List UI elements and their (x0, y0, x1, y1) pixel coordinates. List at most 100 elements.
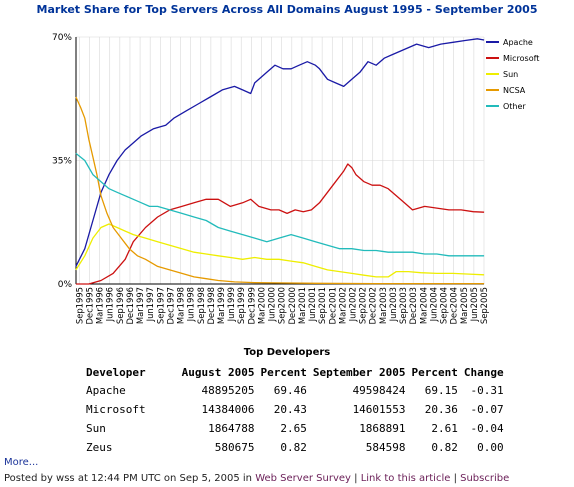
x-tick-label: Sep2003 (398, 287, 408, 324)
x-tick-label: Sep2002 (358, 287, 368, 324)
x-tick-label: Sep1996 (115, 287, 125, 324)
x-tick-label: Dec2002 (368, 287, 378, 325)
x-tick-label: Sep1998 (196, 287, 206, 324)
col-august-percent: Percent (260, 366, 307, 379)
x-tick-label: Jun1997 (145, 287, 155, 322)
x-tick-label: Dec2004 (449, 287, 459, 325)
table-row: Apache 48895205 69.46 49598424 69.15 -0.… (86, 383, 510, 402)
more-link[interactable]: More... (4, 457, 39, 468)
y-tick-label: 70% (52, 33, 72, 43)
cell-change: -0.31 (470, 384, 504, 397)
cell-developer: Microsoft (86, 403, 146, 416)
x-tick-label: Mar2003 (378, 287, 388, 324)
chart-axes: Sep1995 Dec1995 Mar1996 Jun1996 Sep1996 Dec19… (52, 33, 489, 325)
cell-developer: Apache (86, 384, 126, 397)
cell-august-percent: 0.82 (280, 441, 307, 454)
article-link[interactable]: Link to this article (360, 473, 451, 484)
cell-change: -0.04 (470, 422, 504, 435)
x-tick-label: Mar2005 (459, 287, 469, 324)
y-tick-label: 35% (52, 157, 72, 167)
x-tick-label: Dec2003 (408, 287, 418, 325)
x-tick-label: Jun1998 (186, 287, 196, 322)
x-tick-label: Mar1998 (176, 287, 186, 324)
cell-august-percent: 2.65 (280, 422, 307, 435)
x-tick-label: Dec1997 (165, 287, 175, 325)
y-tick-label: 0% (58, 280, 73, 290)
cell-september-count: 584598 (365, 441, 406, 454)
x-tick-label: Mar1997 (135, 287, 145, 324)
x-tick-label: Sep2005 (479, 287, 489, 324)
x-tick-label: Sep2001 (317, 287, 327, 324)
cell-change: -0.07 (470, 403, 504, 416)
footer-separator: | (453, 473, 457, 484)
chart-series (75, 38, 485, 285)
x-tick-label: Dec1998 (206, 287, 216, 325)
x-tick-label: Jun2000 (267, 287, 277, 322)
developers-table: Developer August 2005 Percent September … (86, 366, 510, 459)
cell-august-count: 48895205 (201, 384, 255, 397)
x-tick-label: Sep1999 (236, 287, 246, 324)
x-tick-label: Sep2000 (277, 287, 287, 324)
col-august-2005: August 2005 (181, 366, 255, 379)
x-tick-label: Mar1999 (216, 287, 226, 324)
cell-august-count: 1864788 (208, 422, 255, 435)
x-tick-label: Dec1999 (246, 287, 256, 325)
table-row: Microsoft 14384006 20.43 14601553 20.36 … (86, 402, 510, 421)
x-tick-label: Mar2004 (418, 287, 428, 324)
top-developers-heading: Top Developers (243, 347, 331, 358)
chart-title: Market Share for Top Servers Across All … (37, 3, 538, 16)
col-change: Change (463, 366, 504, 379)
table-row: Zeus 580675 0.82 584598 0.82 0.00 (86, 440, 510, 459)
x-tick-label: Mar2000 (256, 287, 266, 324)
cell-september-percent: 69.15 (424, 384, 458, 397)
x-tick-label: Dec1996 (125, 287, 135, 325)
cell-september-count: 14601553 (352, 403, 406, 416)
x-tick-label: Dec2000 (287, 287, 297, 325)
x-tick-label: Mar2001 (297, 287, 307, 324)
x-tick-label: Jun1996 (105, 287, 115, 322)
cell-september-count: 1868891 (359, 422, 406, 435)
x-tick-label: Dec2001 (327, 287, 337, 325)
x-tick-label: Mar1996 (95, 287, 105, 324)
category-link[interactable]: Web Server Survey (255, 473, 351, 484)
cell-change: 0.00 (477, 441, 504, 454)
x-tick-label: Jun2003 (388, 287, 398, 322)
subscribe-link[interactable]: Subscribe (460, 473, 510, 484)
cell-august-count: 14384006 (201, 403, 255, 416)
legend-label-sun: Sun (503, 70, 518, 79)
x-tick-label: Sep2004 (439, 287, 449, 324)
x-tick-label: Dec1995 (84, 287, 94, 325)
cell-august-percent: 69.46 (273, 384, 307, 397)
legend-label-microsoft: Microsoft (503, 54, 539, 63)
col-september-percent: Percent (411, 366, 458, 379)
cell-september-count: 49598424 (352, 384, 406, 397)
cell-september-percent: 0.82 (431, 441, 458, 454)
x-tick-label: Mar2002 (337, 287, 347, 324)
posted-by-text: Posted by wss at 12:44 PM UTC on Sep 5, … (4, 473, 253, 484)
legend-label-ncsa: NCSA (503, 86, 526, 95)
table-row: Sun 1864788 2.65 1868891 2.61 -0.04 (86, 421, 510, 440)
series-line-sun (75, 223, 485, 278)
cell-august-count: 580675 (214, 441, 255, 454)
series-line-microsoft (75, 163, 485, 285)
cell-august-percent: 20.43 (273, 403, 307, 416)
x-tick-label: Sep1995 (74, 287, 84, 324)
cell-developer: Sun (86, 422, 106, 435)
x-tick-label: Jun1999 (226, 287, 236, 322)
footer-separator: | (354, 473, 358, 484)
chart-legend: Apache Microsoft Sun NCSA Other (486, 38, 539, 111)
x-tick-label: Jun2002 (347, 287, 357, 322)
post-footer: Posted by wss at 12:44 PM UTC on Sep 5, … (4, 473, 509, 484)
series-line-ncsa (75, 96, 485, 285)
chart-gridlines (76, 36, 485, 285)
x-tick-label: Jun2001 (307, 287, 317, 322)
cell-september-percent: 20.36 (424, 403, 458, 416)
x-tick-label: Sep1997 (155, 287, 165, 324)
legend-label-other: Other (503, 102, 526, 111)
x-tick-label: Jun2005 (469, 287, 479, 322)
table-header-row: Developer August 2005 Percent September … (86, 366, 510, 383)
cell-developer: Zeus (86, 441, 113, 454)
legend-label-apache: Apache (503, 38, 533, 47)
col-developer: Developer (86, 366, 146, 379)
cell-september-percent: 2.61 (431, 422, 458, 435)
